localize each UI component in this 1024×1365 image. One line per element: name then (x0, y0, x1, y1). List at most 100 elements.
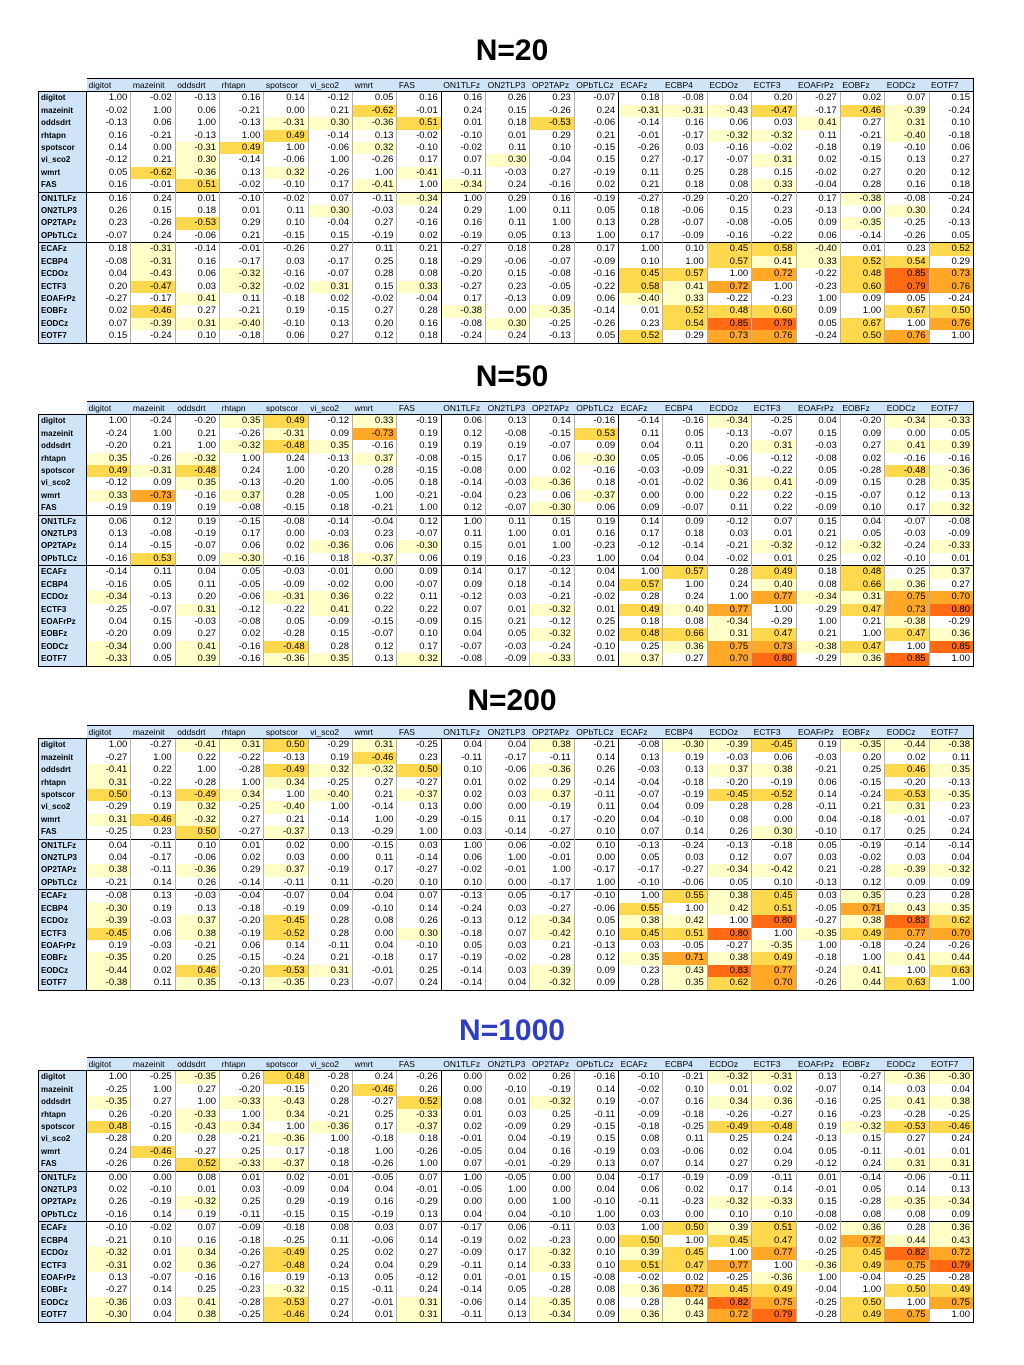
correlation-cell: -0.14 (839, 1170, 885, 1185)
correlation-cell: 0.21 (174, 427, 220, 441)
correlation-cell: 0.36 (751, 1096, 796, 1109)
matrix-row: FAS -0.25 0.23 0.50 -0.27 -0.37 0.13 -0.29 1.00 0… (38, 826, 975, 840)
correlation-cell: 0.02 (706, 1145, 752, 1159)
correlation-cell: 0.08 (618, 1133, 663, 1146)
correlation-cell: 0.11 (485, 514, 530, 529)
panel-title-n1000: N=1000 (459, 1014, 565, 1047)
correlation-cell: 0.16 (85, 191, 131, 206)
correlation-cell: -0.25 (662, 1121, 708, 1134)
correlation-cell: 0.33 (396, 280, 442, 293)
correlation-cell: 0.08 (706, 179, 752, 193)
correlation-cell: 0.33 (662, 292, 708, 306)
correlation-cell: 1.00 (352, 489, 397, 503)
correlation-cell: -0.19 (440, 1234, 486, 1248)
correlation-cell: 0.38 (85, 864, 131, 877)
column-header: ON2TLP3 (485, 400, 530, 416)
correlation-cell: -0.53 (263, 1296, 309, 1310)
correlation-cell: -0.48 (263, 640, 309, 654)
correlation-cell: 0.26 (529, 1070, 575, 1084)
row-label: wmrt (38, 813, 87, 827)
correlation-cell: -0.01 (352, 964, 397, 978)
correlation-cell: -0.24 (795, 330, 841, 344)
correlation-cell: -0.08 (795, 452, 841, 466)
correlation-cell: 0.35 (928, 902, 975, 916)
correlation-cell: 0.22 (751, 489, 796, 503)
correlation-cell: -0.10 (440, 129, 486, 143)
correlation-cell: -0.07 (352, 628, 397, 641)
correlation-cell: 0.21 (485, 615, 530, 629)
correlation-cell: -0.01 (485, 864, 530, 877)
correlation-cell: 1.00 (795, 1271, 841, 1285)
correlation-cell: -0.14 (618, 414, 663, 428)
correlation-cell: -0.04 (839, 1271, 885, 1285)
correlation-cell: 1.00 (263, 465, 309, 478)
correlation-cell: 0.02 (662, 1184, 708, 1197)
correlation-cell: 1.00 (706, 1247, 752, 1260)
correlation-cell: 0.76 (928, 317, 975, 331)
correlation-cell: 0.11 (440, 528, 486, 541)
correlation-cell: -0.28 (529, 952, 575, 965)
correlation-cell: 1.00 (307, 154, 353, 167)
correlation-cell: -0.11 (839, 1145, 885, 1159)
correlation-cell: 0.28 (706, 166, 752, 180)
correlation-cell: 0.50 (263, 738, 309, 752)
correlation-cell: -0.21 (662, 1070, 708, 1084)
correlation-cell: 0.27 (839, 117, 885, 130)
correlation-cell: -0.03 (706, 751, 752, 765)
correlation-cell: -0.20 (85, 440, 131, 453)
correlation-cell: 0.45 (706, 1284, 752, 1297)
correlation-cell: 0.14 (751, 1184, 796, 1197)
correlation-cell: -0.09 (263, 1184, 309, 1197)
correlation-cell: 0.31 (307, 280, 353, 293)
correlation-cell: -0.10 (85, 1221, 131, 1235)
correlation-cell: 0.27 (174, 628, 220, 641)
correlation-cell: -0.20 (263, 477, 309, 490)
correlation-cell: 0.01 (352, 1309, 397, 1323)
column-header: ON2TLP3 (485, 724, 530, 740)
correlation-cell: 0.38 (839, 915, 885, 928)
correlation-cell: 0.02 (529, 465, 575, 478)
correlation-cell: 0.24 (352, 1070, 397, 1084)
correlation-cell: 0.26 (174, 876, 220, 890)
correlation-cell: 0.25 (573, 615, 619, 629)
correlation-cell: -0.23 (529, 1234, 575, 1248)
correlation-cell: -0.43 (174, 1121, 220, 1134)
correlation-cell: -0.48 (884, 465, 930, 478)
correlation-cell: 0.50 (662, 1221, 708, 1235)
correlation-cell: -0.45 (263, 915, 309, 928)
correlation-cell: 0.06 (795, 776, 841, 790)
correlation-cell: -0.41 (352, 179, 397, 193)
column-header: rhtapn (219, 400, 264, 416)
correlation-cell: 0.04 (485, 1133, 530, 1146)
correlation-cell: 0.47 (751, 628, 796, 641)
correlation-cell: 0.05 (795, 317, 841, 331)
correlation-cell: -0.07 (618, 789, 663, 802)
correlation-cell: -0.20 (706, 191, 752, 206)
correlation-cell: 0.41 (795, 117, 841, 130)
correlation-cell: 0.04 (928, 852, 975, 865)
correlation-cell: 0.49 (263, 129, 309, 143)
correlation-cell: -0.20 (174, 414, 220, 428)
correlation-cell: -0.49 (174, 789, 220, 802)
correlation-cell: -0.14 (440, 964, 486, 978)
correlation-cell: 1.00 (352, 813, 397, 827)
correlation-cell: 0.72 (751, 268, 796, 281)
correlation-cell: -0.22 (795, 268, 841, 281)
correlation-cell: -0.21 (396, 489, 442, 503)
column-header: digitot (86, 77, 131, 93)
correlation-cell: -0.03 (485, 166, 530, 180)
correlation-cell: 0.67 (884, 305, 930, 318)
correlation-cell: -0.48 (263, 440, 309, 453)
correlation-cell: 1.00 (440, 838, 486, 853)
correlation-cell: 0.00 (485, 801, 530, 814)
matrix-row: oddsdrt -0.41 0.22 1.00 -0.28 -0.49 0.32 -0.32 0… (38, 764, 975, 777)
correlation-cell: 0.05 (352, 1271, 397, 1285)
correlation-cell: -0.53 (884, 1121, 930, 1134)
matrix-row: vi_sco2 -0.28 0.20 0.28 -0.21 -0.36 1.00 -0.18 0… (38, 1133, 975, 1146)
correlation-cell: -0.34 (706, 615, 752, 629)
correlation-cell: -0.16 (352, 440, 397, 453)
matrix-row: spotscor 0.49 -0.31 -0.48 0.24 1.00 -0.20 0.28-… (38, 465, 975, 478)
correlation-cell: 0.17 (352, 864, 397, 877)
correlation-cell: -0.19 (130, 1196, 176, 1209)
correlation-cell: 1.00 (928, 1309, 975, 1323)
